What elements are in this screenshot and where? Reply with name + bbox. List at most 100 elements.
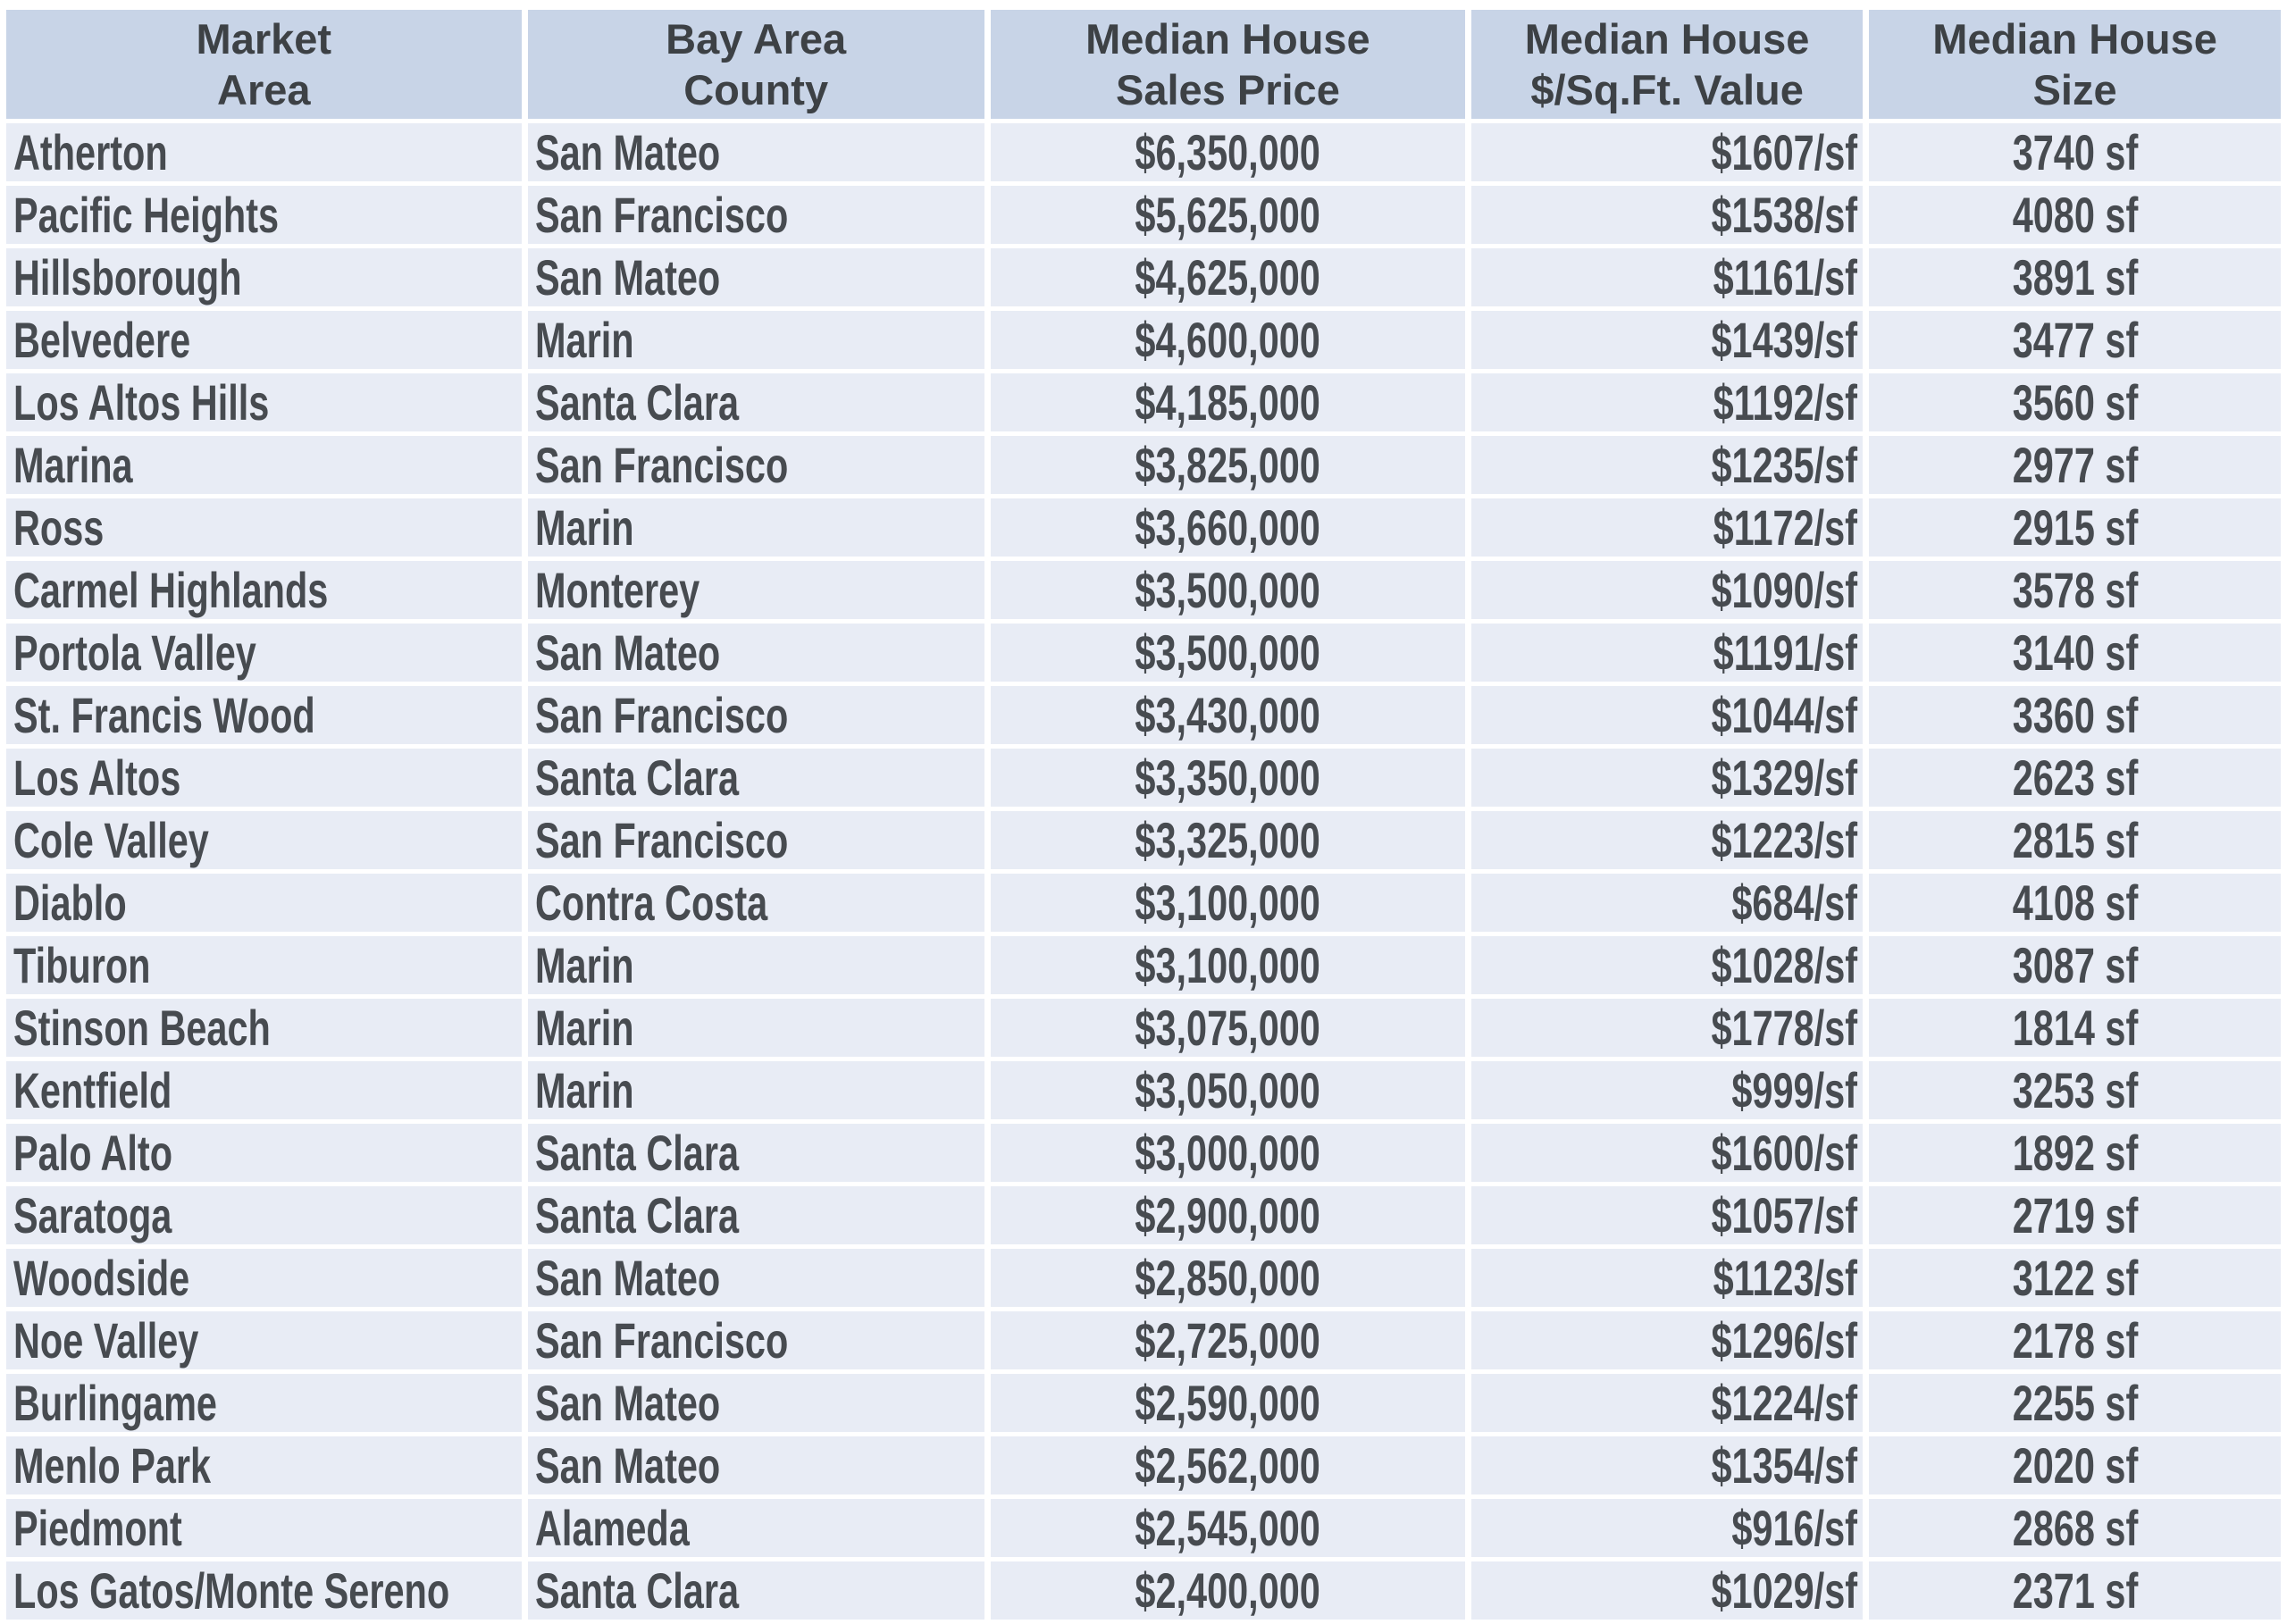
cell-house-size: 2178 sf [1869,1311,2281,1369]
cell-ppsf-value: $1224/sf [1471,1374,1864,1432]
cell-ppsf-value: $1223/sf [1471,811,1864,869]
cell-market-area: Cole Valley [6,811,522,869]
table-row: Cole Valley San Francisco $3,325,000 $12… [6,811,2281,869]
cell-county: San Francisco [527,811,984,869]
cell-market-area: Belvedere [6,311,522,369]
cell-house-size: 3477 sf [1869,311,2281,369]
cell-sales-price: $2,900,000 [990,1186,1466,1244]
header-median-sales-price: Median House Sales Price [990,10,1466,119]
cell-ppsf-value: $1123/sf [1471,1249,1864,1307]
table-row: Los Gatos/Monte Sereno Santa Clara $2,40… [6,1561,2281,1620]
cell-county: San Francisco [527,436,984,494]
cell-sales-price: $3,075,000 [990,999,1466,1057]
cell-county: Santa Clara [527,1124,984,1182]
cell-county: San Mateo [527,624,984,682]
cell-ppsf-value: $1778/sf [1471,999,1864,1057]
cell-sales-price: $3,100,000 [990,936,1466,994]
header-market-area: Market Area [6,10,522,119]
cell-ppsf-value: $1191/sf [1471,624,1864,682]
cell-market-area: Kentfield [6,1061,522,1119]
cell-market-area: Atherton [6,123,522,181]
median-house-stats-table: Market Area Bay Area County Median House… [0,5,2287,1624]
cell-house-size: 2977 sf [1869,436,2281,494]
table-row: Stinson Beach Marin $3,075,000 $1778/sf … [6,999,2281,1057]
table-row: Los Altos Santa Clara $3,350,000 $1329/s… [6,749,2281,807]
cell-sales-price: $5,625,000 [990,186,1466,244]
cell-house-size: 3087 sf [1869,936,2281,994]
header-median-ppsf-value-line1: Median House [1524,15,1810,63]
table-row: Belvedere Marin $4,600,000 $1439/sf 3477… [6,311,2281,369]
cell-market-area: Los Altos [6,749,522,807]
cell-sales-price: $4,185,000 [990,373,1466,431]
table-body: Atherton San Mateo $6,350,000 $1607/sf 3… [6,123,2281,1620]
header-bay-area-county: Bay Area County [527,10,984,119]
table-row: Burlingame San Mateo $2,590,000 $1224/sf… [6,1374,2281,1432]
table-row: Pacific Heights San Francisco $5,625,000… [6,186,2281,244]
cell-county: Monterey [527,561,984,619]
cell-house-size: 2815 sf [1869,811,2281,869]
header-median-house-size-line2: Size [2032,66,2117,113]
cell-county: San Francisco [527,1311,984,1369]
cell-ppsf-value: $1172/sf [1471,498,1864,557]
cell-county: Contra Costa [527,874,984,932]
cell-ppsf-value: $1607/sf [1471,123,1864,181]
cell-market-area: Saratoga [6,1186,522,1244]
cell-market-area: Woodside [6,1249,522,1307]
table-row: Marina San Francisco $3,825,000 $1235/sf… [6,436,2281,494]
cell-sales-price: $4,625,000 [990,248,1466,306]
cell-county: San Mateo [527,1374,984,1432]
cell-house-size: 1814 sf [1869,999,2281,1057]
table-row: St. Francis Wood San Francisco $3,430,00… [6,686,2281,744]
table-header: Market Area Bay Area County Median House… [6,10,2281,119]
cell-market-area: Diablo [6,874,522,932]
header-median-sales-price-line2: Sales Price [1115,66,1340,113]
table-row: Ross Marin $3,660,000 $1172/sf 2915 sf [6,498,2281,557]
cell-house-size: 3891 sf [1869,248,2281,306]
cell-market-area: Marina [6,436,522,494]
cell-county: San Mateo [527,123,984,181]
cell-sales-price: $3,000,000 [990,1124,1466,1182]
cell-ppsf-value: $1028/sf [1471,936,1864,994]
cell-market-area: Burlingame [6,1374,522,1432]
table-row: Hillsborough San Mateo $4,625,000 $1161/… [6,248,2281,306]
cell-ppsf-value: $1029/sf [1471,1561,1864,1620]
cell-sales-price: $6,350,000 [990,123,1466,181]
cell-market-area: Ross [6,498,522,557]
cell-county: Santa Clara [527,373,984,431]
cell-market-area: Menlo Park [6,1436,522,1494]
cell-sales-price: $3,350,000 [990,749,1466,807]
cell-house-size: 2020 sf [1869,1436,2281,1494]
table-row: Saratoga Santa Clara $2,900,000 $1057/sf… [6,1186,2281,1244]
table-row: Woodside San Mateo $2,850,000 $1123/sf 3… [6,1249,2281,1307]
header-market-area-line2: Area [217,66,311,113]
table-row: Carmel Highlands Monterey $3,500,000 $10… [6,561,2281,619]
cell-house-size: 3140 sf [1869,624,2281,682]
cell-house-size: 1892 sf [1869,1124,2281,1182]
cell-market-area: Hillsborough [6,248,522,306]
cell-county: Santa Clara [527,1186,984,1244]
cell-market-area: Los Altos Hills [6,373,522,431]
table-row: Portola Valley San Mateo $3,500,000 $119… [6,624,2281,682]
table-row: Palo Alto Santa Clara $3,000,000 $1600/s… [6,1124,2281,1182]
header-market-area-line1: Market [196,15,332,63]
cell-county: San Francisco [527,186,984,244]
cell-market-area: Carmel Highlands [6,561,522,619]
cell-sales-price: $3,500,000 [990,561,1466,619]
cell-sales-price: $2,590,000 [990,1374,1466,1432]
cell-market-area: Tiburon [6,936,522,994]
table-row: Los Altos Hills Santa Clara $4,185,000 $… [6,373,2281,431]
header-median-sales-price-line1: Median House [1085,15,1370,63]
cell-sales-price: $2,562,000 [990,1436,1466,1494]
cell-house-size: 3740 sf [1869,123,2281,181]
cell-ppsf-value: $999/sf [1471,1061,1864,1119]
header-median-house-size-line1: Median House [1932,15,2217,63]
cell-county: San Francisco [527,686,984,744]
table-row: Menlo Park San Mateo $2,562,000 $1354/sf… [6,1436,2281,1494]
cell-county: Santa Clara [527,1561,984,1620]
cell-market-area: Los Gatos/Monte Sereno [6,1561,522,1620]
cell-house-size: 3122 sf [1869,1249,2281,1307]
cell-ppsf-value: $1057/sf [1471,1186,1864,1244]
cell-house-size: 2868 sf [1869,1499,2281,1557]
